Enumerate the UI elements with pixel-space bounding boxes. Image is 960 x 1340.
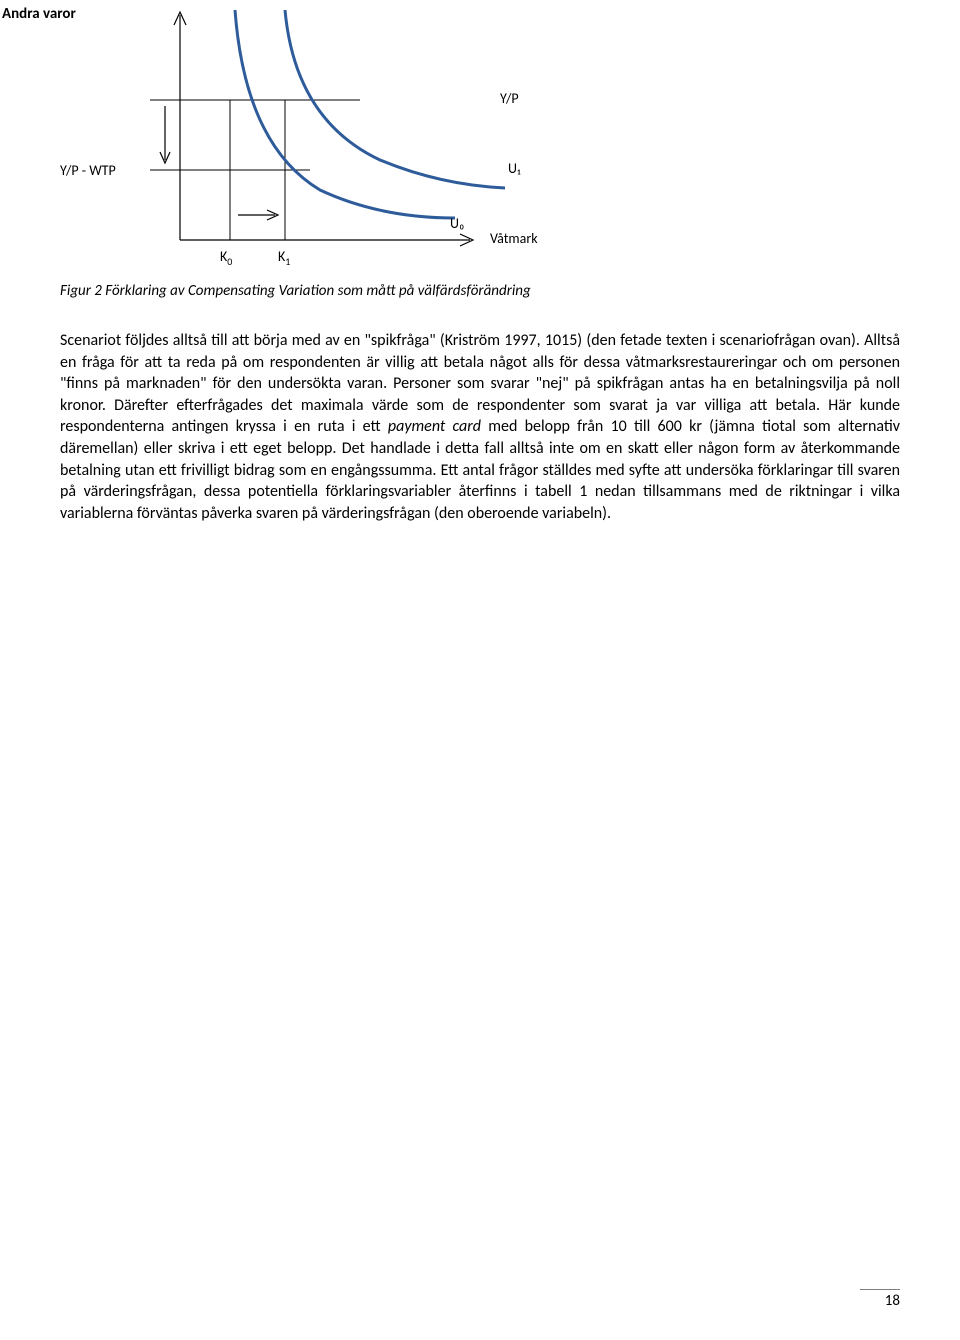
u1-label: U₁ xyxy=(508,160,520,177)
figure-caption: Figur 2 Förklaring av Compensating Varia… xyxy=(60,282,900,300)
yp-wtp-label: Y/P - WTP xyxy=(60,162,116,179)
page-number: 18 xyxy=(860,1289,900,1310)
k0-label: K0 xyxy=(220,248,232,268)
k1-label: K1 xyxy=(278,248,290,268)
u0-label: U₀ xyxy=(450,215,464,232)
body-paragraph: Scenariot följdes alltså till att börja … xyxy=(60,330,900,524)
vatmark-label: Våtmark xyxy=(490,230,538,247)
chart-svg xyxy=(60,0,560,280)
indifference-chart: Y/P Y/P - WTP U₁ U₀ Våtmark K0 K1 xyxy=(60,0,900,280)
yp-top-label: Y/P xyxy=(500,90,519,107)
